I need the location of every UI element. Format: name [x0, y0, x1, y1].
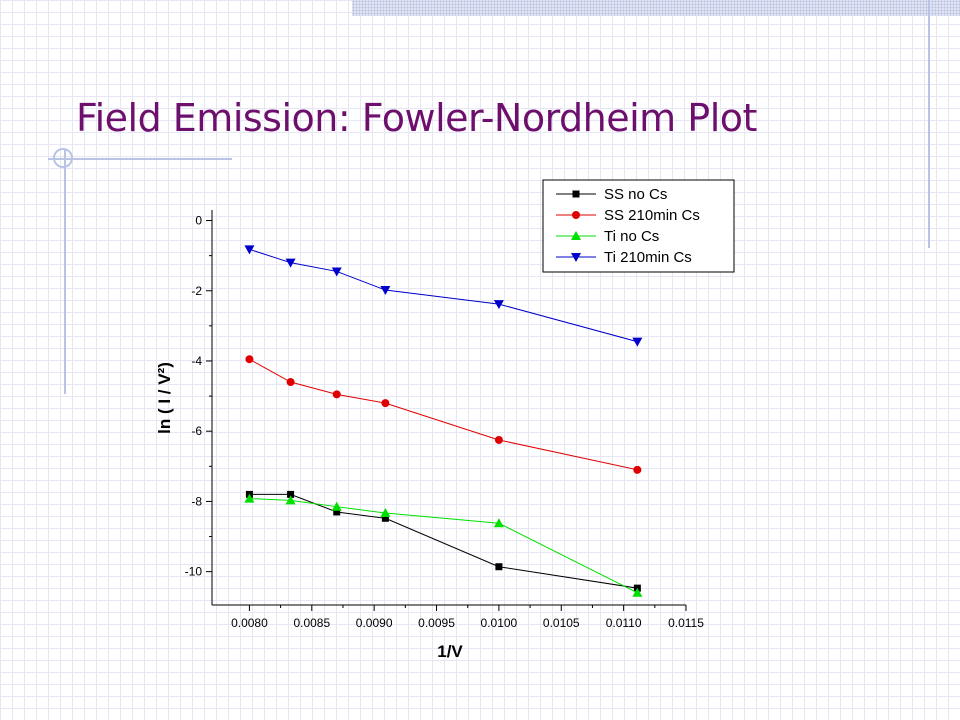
data-point — [633, 465, 642, 474]
y-axis-title: ln ( I / V²) — [155, 362, 174, 434]
data-point — [332, 390, 341, 399]
legend-label: SS no Cs — [604, 186, 667, 203]
y-tick-label: -8 — [191, 494, 202, 508]
corner-circle-ornament — [53, 148, 73, 168]
legend-marker — [572, 211, 580, 219]
data-point — [493, 518, 504, 528]
data-point — [380, 286, 391, 296]
data-point — [632, 337, 643, 347]
y-tick-label: -10 — [185, 565, 203, 579]
data-point — [245, 355, 254, 364]
series-line — [249, 493, 638, 589]
left-decorative-line — [64, 150, 66, 394]
legend-marker — [571, 231, 581, 240]
legend-label: Ti no Cs — [604, 228, 659, 245]
x-tick-label: 0.0115 — [668, 616, 704, 630]
data-point — [632, 587, 643, 597]
top-decorative-band — [352, 0, 960, 16]
legend-marker — [572, 190, 580, 198]
data-point — [493, 300, 504, 310]
series-line — [249, 358, 638, 471]
y-tick-label: -4 — [191, 354, 202, 368]
x-tick-label: 0.0085 — [293, 616, 330, 630]
x-tick-label: 0.0080 — [231, 616, 268, 630]
legend-label: Ti 210min Cs — [604, 249, 692, 266]
series-line — [249, 248, 638, 343]
x-tick-label: 0.0095 — [418, 616, 455, 630]
y-ticks: 0 -2 -4 -6 -8 -10 — [185, 214, 212, 579]
data-point — [244, 493, 255, 503]
x-tick-label: 0.0090 — [356, 616, 393, 630]
data-point — [244, 245, 255, 255]
series-2 — [244, 493, 643, 597]
data-point — [381, 399, 390, 408]
x-axis-title: 1/V — [437, 642, 463, 661]
x-tick-label: 0.0105 — [543, 616, 580, 630]
data-point — [331, 267, 342, 277]
legend: SS no Cs SS 210min Cs Ti no Cs Ti 210min Cs — [542, 179, 735, 273]
y-tick-label: 0 — [195, 214, 202, 228]
data-point — [381, 514, 389, 522]
y-tick-label: -2 — [191, 284, 202, 298]
x-tick-label: 0.0110 — [606, 616, 642, 630]
data-point — [380, 508, 391, 518]
right-decorative-line — [928, 0, 930, 248]
x-tick-label: 0.0100 — [481, 616, 518, 630]
title-underline — [48, 158, 232, 160]
data-point — [287, 490, 295, 498]
y-tick-label: -6 — [191, 424, 202, 438]
data-point — [495, 563, 503, 571]
legend-marker — [571, 253, 581, 262]
chart-axes — [211, 210, 686, 606]
x-ticks: 0.0080 0.0085 0.0090 0.0095 0.0100 0.0105 0.01… — [231, 605, 704, 630]
series-1 — [245, 355, 642, 474]
series-line — [249, 498, 638, 594]
data-point — [285, 495, 296, 505]
series-layer — [244, 245, 643, 597]
slide-title: Field Emission: Fowler-Nordheim Plot — [76, 96, 757, 140]
series-3 — [244, 245, 643, 347]
data-point — [333, 508, 341, 516]
data-point — [286, 378, 295, 387]
data-point — [331, 501, 342, 511]
data-point — [285, 258, 296, 268]
legend-label: SS 210min Cs — [604, 207, 700, 224]
data-point — [494, 435, 503, 444]
series-0 — [245, 490, 641, 592]
